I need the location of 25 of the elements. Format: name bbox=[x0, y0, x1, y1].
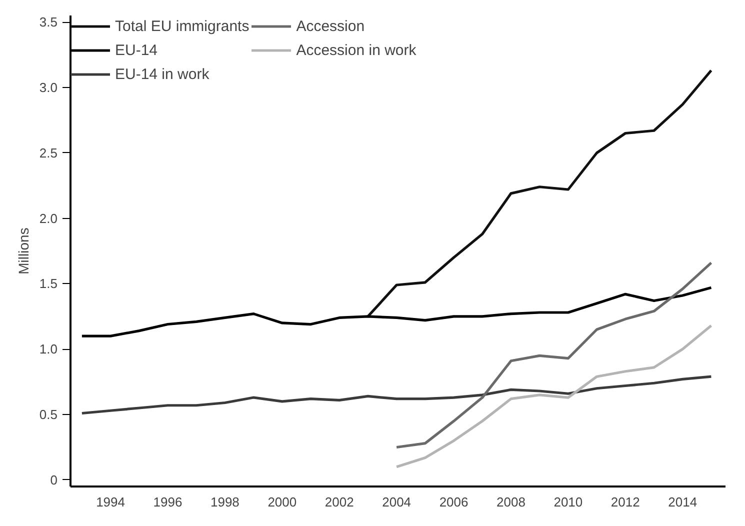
y-axis-title: Millions bbox=[15, 228, 32, 274]
x-tick-label: 2006 bbox=[439, 494, 468, 510]
legend-label: EU-14 in work bbox=[115, 66, 210, 82]
x-tick-label: 2014 bbox=[668, 494, 698, 510]
x-tick-label: 2002 bbox=[324, 494, 354, 510]
x-tick-label: 1994 bbox=[96, 494, 126, 510]
y-tick-label: 0 bbox=[50, 472, 58, 488]
x-tick-label: 2004 bbox=[382, 494, 412, 510]
y-tick-label: 2.5 bbox=[39, 145, 58, 160]
x-tick-label: 2000 bbox=[268, 494, 297, 510]
y-tick-label: 3.0 bbox=[39, 80, 58, 95]
legend-label: EU-14 bbox=[115, 42, 158, 58]
legend-label: Accession bbox=[296, 18, 365, 34]
y-tick-label: 1.5 bbox=[39, 276, 58, 292]
x-tick-label: 2008 bbox=[496, 494, 526, 510]
legend-label: Total EU immigrants bbox=[115, 18, 250, 34]
x-tick-label: 1996 bbox=[153, 494, 182, 510]
x-tick-label: 2012 bbox=[610, 494, 640, 510]
y-tick-label: 3.5 bbox=[39, 14, 58, 30]
y-tick-label: 2.0 bbox=[39, 210, 58, 226]
y-tick-label: 0.5 bbox=[39, 407, 58, 422]
y-tick-label: 1.0 bbox=[39, 342, 58, 357]
legend-label: Accession in work bbox=[296, 42, 416, 58]
x-tick-label: 1998 bbox=[210, 494, 240, 510]
x-tick-label: 2010 bbox=[554, 494, 583, 510]
